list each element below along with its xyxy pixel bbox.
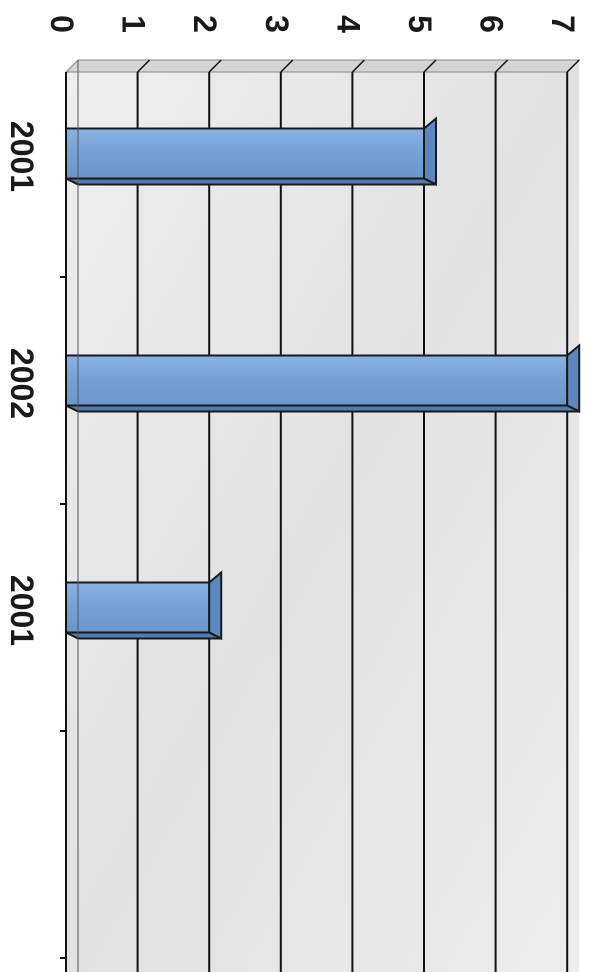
y-tick-label: 2 — [187, 15, 223, 33]
bar-end-face — [208, 570, 223, 641]
y-tick-label: 6 — [474, 15, 510, 33]
gridline-depth — [137, 59, 151, 73]
y-tick-label: 7 — [545, 15, 581, 33]
plot-wall — [64, 59, 581, 972]
gridline-depth — [208, 59, 222, 73]
bar — [65, 570, 223, 641]
gridline-depth — [566, 59, 580, 73]
gridlines — [136, 59, 580, 972]
axes — [60, 60, 79, 972]
bar-front-face — [65, 354, 569, 407]
y-tick-label: 4 — [330, 15, 366, 33]
gridline-depth — [280, 59, 294, 73]
y-tick-label: 3 — [259, 15, 295, 33]
bar-end-face — [423, 116, 437, 187]
bar — [65, 116, 437, 187]
bars — [65, 116, 581, 641]
category-label: 2001 — [4, 121, 40, 192]
bar-front-face — [65, 581, 211, 634]
bar-depth-face — [65, 177, 437, 186]
gridline-depth — [351, 59, 365, 73]
y-tick-label: 1 — [116, 15, 152, 33]
bar — [65, 343, 581, 414]
bar-depth-face — [65, 404, 580, 413]
gridline-depth — [423, 59, 437, 73]
gridline-depth — [495, 59, 509, 73]
y-tick-label: 0 — [44, 15, 80, 33]
y-tick-label: 5 — [402, 15, 438, 33]
bar-depth-face — [65, 631, 222, 640]
category-label: 2002 — [4, 348, 40, 419]
back-wall — [66, 60, 580, 972]
axis-labels: 0 1 2 3 4 5 6 7 2001 2002 2001 — [4, 15, 581, 646]
bar-front-face — [65, 127, 425, 180]
category-label: 2001 — [4, 575, 40, 646]
bar-end-face — [566, 343, 581, 414]
